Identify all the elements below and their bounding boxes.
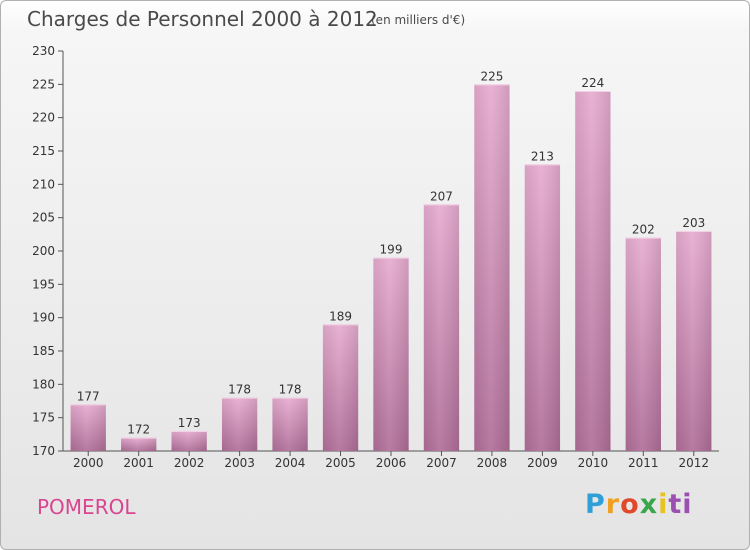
value-label-2009: 213 [531, 149, 554, 163]
x-tick-label-2004: 2004 [275, 456, 306, 470]
y-tick-label: 215 [32, 144, 55, 158]
bar-shade-2006 [373, 257, 409, 451]
y-tick-label: 200 [32, 244, 55, 258]
value-label-2001: 172 [127, 423, 150, 437]
value-label-2004: 178 [279, 383, 302, 397]
logo-letter-i: i [658, 489, 669, 520]
logo-letter-x: x [639, 489, 659, 520]
x-tick-label-2007: 2007 [426, 456, 457, 470]
value-label-2000: 177 [77, 389, 100, 403]
y-tick-label: 195 [32, 277, 55, 291]
bar-shade-2011 [625, 237, 661, 451]
logo-letter-r: r [605, 489, 621, 520]
bar-shade-2007 [423, 204, 460, 451]
value-labels: 177 172 173 178 178 189 199 207 225 213 224 202 203 [77, 69, 705, 436]
axes: 170 175 180 185 190 195 200 205 210 215 220 225 230 2… [32, 44, 719, 470]
y-tick-label: 185 [32, 344, 55, 358]
x-tick-label-2002: 2002 [174, 456, 205, 470]
logo-letter-o: o [620, 489, 640, 520]
y-tick-label: 225 [32, 77, 55, 91]
x-tick-label-2006: 2006 [376, 456, 407, 470]
y-tick-label: 205 [32, 211, 55, 225]
logo-letter-p: P [585, 489, 606, 520]
bars [70, 84, 712, 452]
bar-shade-2004 [272, 397, 308, 451]
proxiti-logo[interactable]: Proxiti [585, 489, 693, 520]
logo-letters-ti: ti [668, 489, 693, 520]
bar-shade-2001 [121, 437, 157, 451]
y-tick-label: 180 [32, 377, 55, 391]
bar-shade-2002 [171, 431, 207, 451]
bar-shade-2012 [676, 231, 712, 451]
y-tick-label: 170 [32, 444, 55, 458]
bar-shade-2009 [524, 164, 561, 452]
bar-shade-2005 [322, 324, 359, 451]
x-tick-label-2009: 2009 [527, 456, 558, 470]
commune-name: POMEROL [37, 495, 136, 519]
value-label-2003: 178 [228, 383, 251, 397]
x-tick-label-2000: 2000 [73, 456, 104, 470]
chart-title: Charges de Personnel 2000 à 2012 [27, 7, 378, 31]
bar-shade-2008 [474, 84, 510, 451]
x-tick-label-2011: 2011 [628, 456, 659, 470]
x-tick-label-2008: 2008 [477, 456, 508, 470]
value-label-2012: 203 [682, 216, 705, 230]
y-tick-label: 230 [32, 44, 55, 58]
value-label-2010: 224 [581, 76, 604, 90]
bar-shade-2000 [70, 404, 106, 451]
x-tick-label-2010: 2010 [578, 456, 609, 470]
y-tick-label: 175 [32, 411, 55, 425]
chart-subtitle: (en milliers d'€) [371, 13, 466, 27]
x-tick-label-2001: 2001 [123, 456, 154, 470]
x-tick-label-2012: 2012 [678, 456, 709, 470]
y-tick-label: 190 [32, 311, 55, 325]
x-tick-label-2005: 2005 [325, 456, 356, 470]
value-label-2005: 189 [329, 309, 352, 323]
x-tick-label-2003: 2003 [224, 456, 255, 470]
value-label-2008: 225 [480, 69, 503, 83]
value-label-2002: 173 [178, 416, 201, 430]
y-tick-label: 210 [32, 177, 55, 191]
value-label-2011: 202 [632, 223, 655, 237]
bar-shade-2010 [575, 91, 611, 451]
value-label-2006: 199 [380, 243, 403, 257]
y-tick-label: 220 [32, 111, 55, 125]
value-label-2007: 207 [430, 189, 453, 203]
bar-shade-2003 [221, 397, 258, 451]
